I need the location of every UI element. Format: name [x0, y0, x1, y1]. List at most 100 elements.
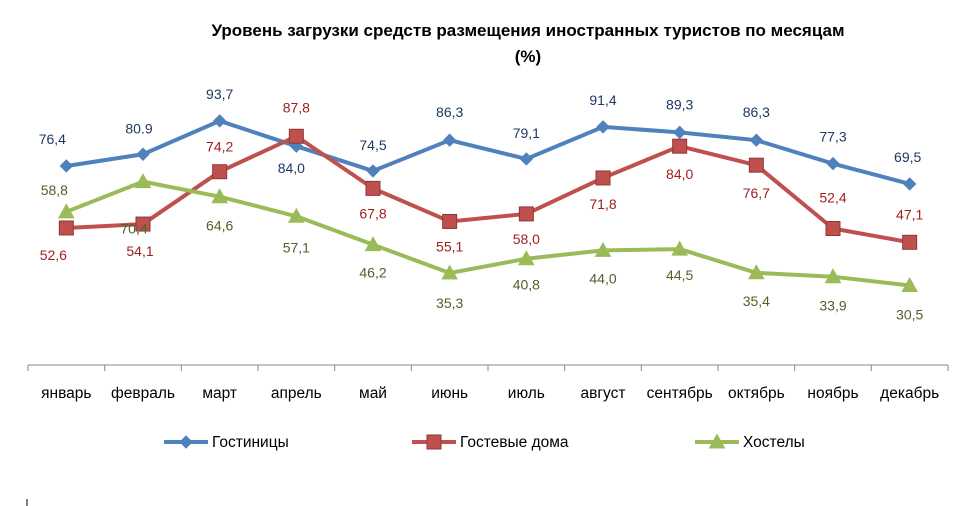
x-tick-label: сентябрь — [647, 385, 713, 402]
data-label: 89,3 — [666, 96, 693, 112]
data-label: 64,6 — [206, 218, 233, 234]
data-point — [57, 203, 75, 219]
data-point — [594, 241, 612, 257]
data-label: 69,5 — [894, 149, 921, 165]
data-point — [672, 138, 688, 154]
chart-title: Уровень загрузки средств размещения инос… — [0, 18, 968, 70]
data-label: 76,4 — [39, 131, 66, 147]
data-label: 33,9 — [819, 298, 846, 314]
data-point — [135, 216, 151, 232]
data-point — [518, 206, 534, 222]
data-label: 55,1 — [436, 238, 463, 254]
data-point — [901, 277, 919, 293]
x-tick-label: июнь — [431, 385, 468, 402]
x-tick-label: август — [581, 385, 626, 402]
legend: Гостиницы Гостевые дома Хостелы — [164, 433, 805, 451]
data-label: 80.9 — [125, 120, 152, 136]
x-tick-label: июль — [508, 385, 545, 402]
data-label: 91,4 — [589, 92, 616, 108]
data-point — [595, 170, 611, 186]
x-tick-label: апрель — [271, 385, 322, 402]
data-point — [212, 114, 227, 128]
x-tick-label: март — [202, 385, 237, 402]
data-point — [824, 268, 842, 284]
x-tick-label: январь — [41, 385, 91, 402]
data-point — [748, 157, 764, 173]
data-label: 76,7 — [743, 185, 770, 201]
data-label: 58,8 — [41, 182, 68, 198]
data-point — [211, 188, 229, 204]
data-label: 40,8 — [513, 277, 540, 293]
data-point — [442, 213, 458, 229]
data-point — [288, 128, 304, 144]
x-tick-label: октябрь — [728, 385, 785, 402]
data-point — [59, 159, 74, 173]
data-point — [58, 220, 74, 236]
data-label: 84,0 — [278, 160, 305, 176]
data-label: 77,3 — [819, 129, 846, 145]
data-labels: 76,4 80.9 93,7 84,0 74,5 86,3 79,1 91,4 89,3 86,3… — [39, 86, 924, 323]
data-point — [671, 240, 689, 256]
series-lines — [65, 118, 911, 288]
data-point — [747, 264, 765, 280]
data-label: 57,1 — [283, 239, 310, 255]
data-label: 84,0 — [666, 166, 693, 182]
data-point — [519, 152, 534, 166]
series-line — [66, 134, 911, 245]
data-point — [364, 236, 382, 252]
data-label: 58,0 — [513, 231, 540, 247]
x-tick-label: ноябрь — [807, 385, 858, 402]
legend-label: Гостиницы — [212, 434, 289, 451]
data-label: 52,6 — [40, 247, 67, 263]
data-point — [212, 164, 228, 180]
data-label: 35,4 — [743, 293, 770, 309]
chart-title-line2: (%) — [514, 47, 542, 66]
data-point — [825, 220, 841, 236]
series-line — [65, 179, 910, 288]
data-label: 47,1 — [896, 206, 923, 222]
x-tick-label: февраль — [111, 385, 175, 402]
data-point — [365, 180, 381, 196]
data-label: 71,8 — [589, 196, 616, 212]
data-label: 44,5 — [666, 267, 693, 283]
data-point — [517, 250, 535, 266]
data-point — [826, 156, 840, 171]
data-label: 74,2 — [206, 139, 233, 155]
data-label: 93,7 — [206, 86, 233, 102]
data-point — [366, 164, 380, 178]
data-label: 44,0 — [589, 270, 616, 286]
data-label: 87,8 — [283, 99, 310, 115]
data-point — [136, 147, 150, 161]
x-tick-label: май — [359, 385, 387, 402]
data-label: 46,2 — [359, 265, 386, 281]
data-point — [672, 125, 687, 140]
data-label: 79,1 — [513, 125, 540, 141]
data-label: 67,8 — [359, 205, 386, 221]
chart-title-line1: Уровень загрузки средств размещения инос… — [211, 21, 845, 40]
data-point — [287, 207, 305, 223]
data-label: 86,3 — [436, 104, 463, 120]
data-label: 35,3 — [436, 295, 463, 311]
x-axis: январь февраль март апрель май июнь июль август… — [27, 364, 949, 402]
data-label: 52,4 — [819, 189, 846, 205]
data-point — [134, 173, 152, 189]
data-point — [902, 234, 918, 250]
data-point — [442, 133, 457, 147]
data-label: 30,5 — [896, 307, 923, 323]
legend-label: Хостелы — [743, 434, 805, 451]
x-tick-label: декабрь — [880, 385, 939, 402]
data-point — [441, 264, 459, 280]
data-label: 86,3 — [743, 104, 770, 120]
data-point — [596, 120, 610, 134]
legend-label: Гостевые дома — [460, 434, 569, 451]
data-point — [749, 133, 764, 147]
data-label: 74,5 — [359, 137, 386, 153]
series-markers — [57, 114, 919, 293]
data-label: 70,4 — [120, 221, 147, 237]
legend-marker — [708, 433, 726, 449]
legend-marker — [426, 434, 442, 450]
data-label: 54,1 — [126, 243, 153, 259]
legend-marker — [179, 435, 193, 449]
data-point — [902, 177, 917, 191]
